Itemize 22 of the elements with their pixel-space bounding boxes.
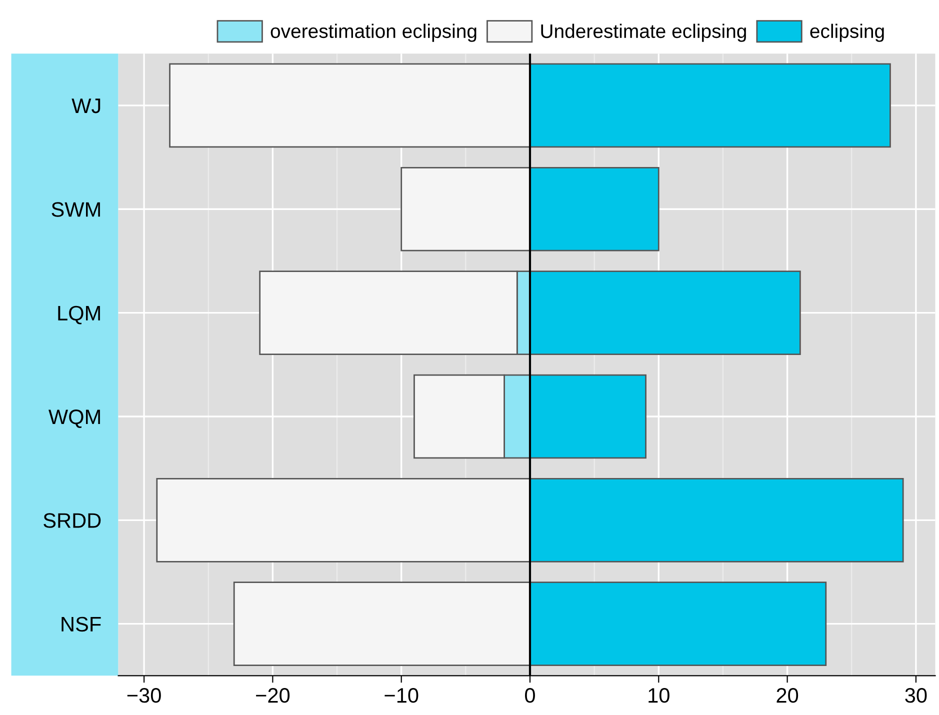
x-tick-label: 30 bbox=[905, 688, 927, 703]
bar bbox=[529, 63, 891, 148]
bar bbox=[529, 478, 904, 562]
y-tick-label: NSF bbox=[62, 616, 101, 632]
bar bbox=[529, 582, 827, 666]
bar bbox=[529, 270, 801, 355]
x-tick-label: 10 bbox=[648, 688, 670, 703]
y-tick-label: WJ bbox=[72, 98, 100, 114]
y-tick-label: SWM bbox=[52, 202, 100, 217]
y-tick-label: SRDD bbox=[44, 513, 101, 528]
x-tick-label: −20 bbox=[256, 688, 290, 703]
legend-label: Underestimate eclipsing bbox=[541, 24, 746, 42]
y-tick-label: LQM bbox=[58, 306, 100, 324]
bar bbox=[529, 166, 660, 252]
x-tick-label: 20 bbox=[776, 688, 798, 703]
x-tick-label: 0 bbox=[525, 688, 535, 703]
bar bbox=[529, 374, 646, 459]
x-tick-label: −10 bbox=[384, 688, 418, 703]
legend-label: eclipsing bbox=[810, 24, 884, 42]
y-tick-label: WQM bbox=[48, 409, 100, 428]
legend-label: overestimation eclipsing bbox=[270, 24, 476, 42]
x-tick-label: −30 bbox=[127, 688, 161, 703]
